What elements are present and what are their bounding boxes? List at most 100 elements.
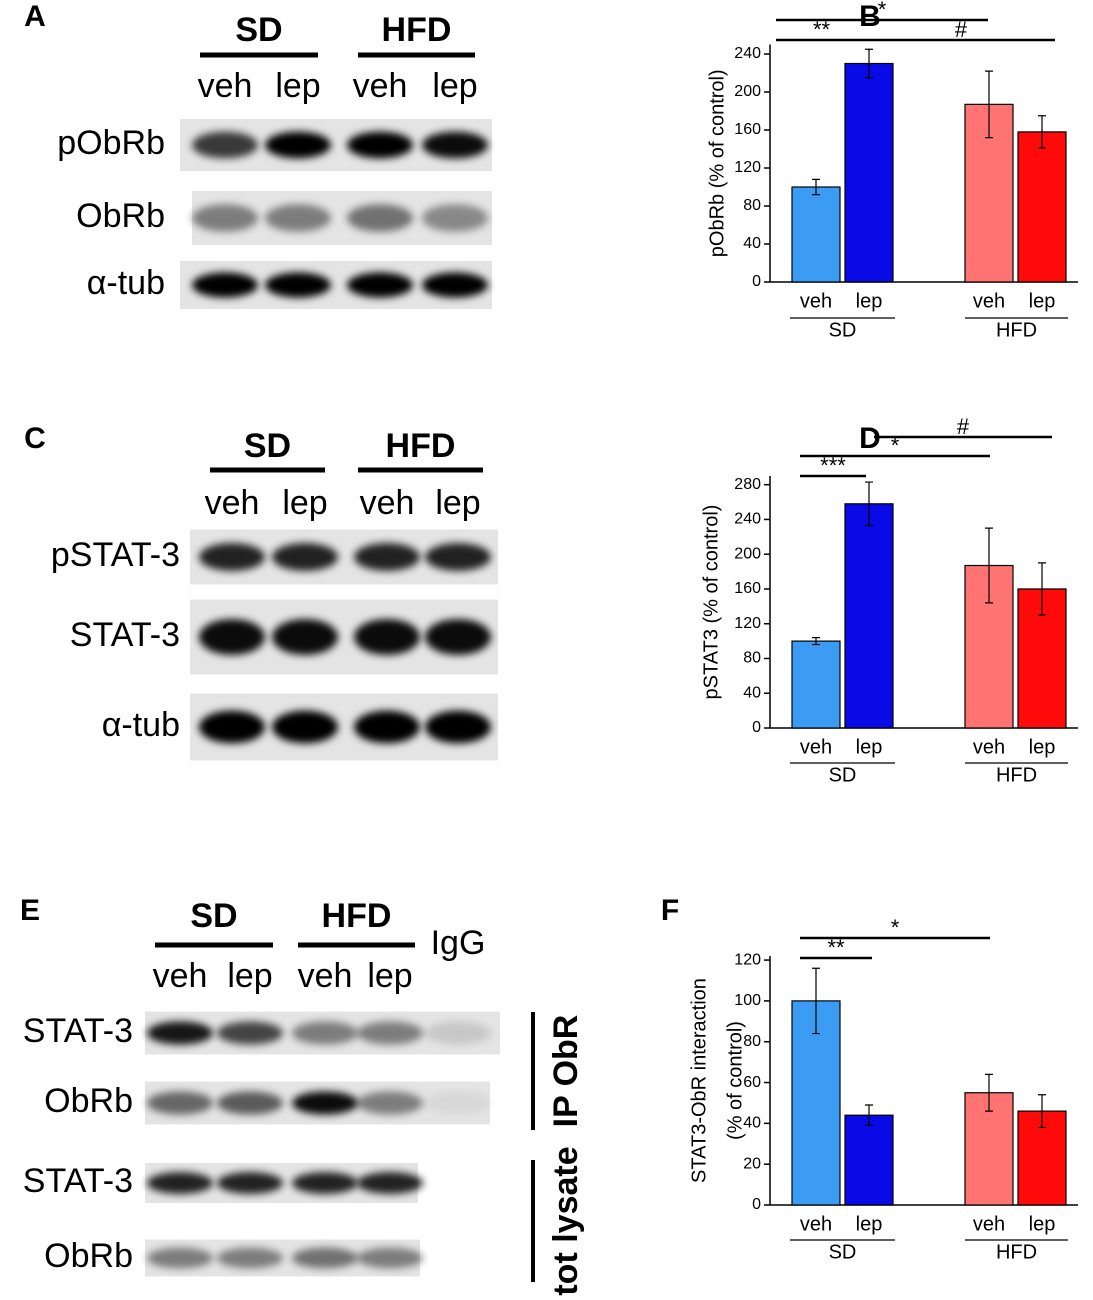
blot-band bbox=[292, 1247, 358, 1269]
x-tick-label: lep bbox=[856, 736, 883, 758]
blot-band bbox=[192, 272, 258, 298]
error-bar bbox=[985, 70, 993, 139]
error-bar bbox=[1038, 115, 1046, 149]
group-label: HFD bbox=[996, 764, 1037, 786]
group-label: SD bbox=[235, 11, 282, 49]
control-label: IgG bbox=[431, 924, 486, 962]
y-tick-label: 40 bbox=[743, 684, 761, 701]
y-tick-label: 160 bbox=[734, 121, 761, 138]
blot-band bbox=[425, 543, 491, 571]
lane-label: lep bbox=[275, 67, 320, 105]
blot-band bbox=[217, 1091, 283, 1115]
side-label: IP ObR bbox=[547, 1015, 585, 1128]
error-bar bbox=[865, 1104, 873, 1126]
blot-band bbox=[347, 131, 413, 159]
blot-band bbox=[217, 1021, 283, 1045]
panel-letter: B bbox=[859, 0, 881, 33]
row-label: STAT-3 bbox=[23, 1012, 133, 1050]
row-label: ObRb bbox=[44, 1082, 133, 1120]
blot-band bbox=[192, 204, 258, 232]
lane-label: veh bbox=[153, 957, 208, 995]
blot-band bbox=[147, 1021, 213, 1045]
x-tick-label: lep bbox=[856, 290, 883, 312]
significance-label: * bbox=[891, 433, 900, 458]
error-bar bbox=[985, 527, 993, 604]
blot-band bbox=[292, 1172, 358, 1194]
significance-label: * bbox=[878, 0, 887, 22]
error-bar bbox=[865, 481, 873, 527]
error-bar bbox=[1038, 1094, 1046, 1129]
group-label: HFD bbox=[996, 319, 1037, 341]
row-label: α-tub bbox=[87, 264, 165, 302]
y-tick-label: 200 bbox=[734, 83, 761, 100]
bar bbox=[791, 640, 841, 729]
blot-band bbox=[265, 131, 331, 159]
bar bbox=[1017, 131, 1067, 283]
x-tick-label: veh bbox=[800, 736, 832, 758]
group-label: HFD bbox=[382, 11, 452, 49]
group-label: HFD bbox=[322, 897, 392, 935]
row-label: STAT-3 bbox=[23, 1162, 133, 1200]
blot-band bbox=[292, 1021, 358, 1045]
blot-band bbox=[357, 1021, 423, 1045]
y-tick-label: 40 bbox=[743, 235, 761, 252]
y-tick-label: 0 bbox=[752, 273, 761, 290]
y-axis-label: pObRb (% of control) bbox=[706, 69, 728, 257]
blot-band bbox=[292, 1091, 358, 1115]
y-tick-label: 60 bbox=[743, 1074, 761, 1091]
bar bbox=[791, 186, 841, 283]
y-tick-label: 0 bbox=[752, 1196, 761, 1213]
x-tick-label: veh bbox=[800, 290, 832, 312]
blot-band bbox=[347, 272, 413, 298]
y-axis-label: pSTAT3 (% of control) bbox=[700, 505, 722, 700]
row-label: α-tub bbox=[102, 706, 180, 744]
significance-label: # bbox=[957, 414, 970, 439]
x-tick-label: veh bbox=[973, 290, 1005, 312]
panel-letter: F bbox=[661, 894, 679, 927]
error-bar bbox=[812, 967, 820, 1035]
group-label: SD bbox=[829, 1241, 857, 1263]
blot-band bbox=[265, 272, 331, 298]
error-bar bbox=[985, 1073, 993, 1112]
blot-band bbox=[272, 710, 338, 744]
y-tick-label: 40 bbox=[743, 1115, 761, 1132]
group-label: SD bbox=[829, 319, 857, 341]
blot-band bbox=[425, 710, 491, 744]
y-tick-label: 200 bbox=[734, 545, 761, 562]
blot-band bbox=[354, 543, 420, 571]
blot-band bbox=[425, 1091, 491, 1115]
error-bar bbox=[1038, 562, 1046, 616]
significance-label: * bbox=[891, 915, 900, 940]
blot-band bbox=[354, 619, 420, 655]
row-label: ObRb bbox=[76, 197, 165, 235]
blot-band bbox=[272, 543, 338, 571]
blot-band bbox=[265, 204, 331, 232]
blot-band bbox=[425, 1021, 491, 1045]
panel-letter: C bbox=[24, 422, 46, 455]
lane-label: lep bbox=[367, 957, 412, 995]
blot-band bbox=[217, 1172, 283, 1194]
lane-label: veh bbox=[298, 957, 353, 995]
blot-band bbox=[147, 1091, 213, 1115]
lane-label: veh bbox=[353, 67, 408, 105]
blot-band bbox=[199, 710, 265, 744]
row-label: ObRb bbox=[44, 1237, 133, 1275]
panel-letter: A bbox=[24, 0, 46, 33]
row-label: pSTAT-3 bbox=[51, 536, 180, 574]
blot-band bbox=[147, 1247, 213, 1269]
bar bbox=[844, 503, 894, 729]
x-tick-label: lep bbox=[1029, 1213, 1056, 1235]
error-bar bbox=[812, 637, 820, 646]
error-bar bbox=[812, 178, 820, 196]
blot-band bbox=[357, 1172, 423, 1194]
y-tick-label: 0 bbox=[752, 719, 761, 736]
row-label: STAT-3 bbox=[70, 616, 180, 654]
group-label: HFD bbox=[386, 427, 456, 465]
blot-band bbox=[147, 1172, 213, 1194]
y-tick-label: 240 bbox=[734, 45, 761, 62]
y-tick-label: 120 bbox=[734, 951, 761, 968]
blot-band bbox=[347, 204, 413, 232]
blot-band bbox=[217, 1247, 283, 1269]
error-bar bbox=[865, 48, 873, 79]
